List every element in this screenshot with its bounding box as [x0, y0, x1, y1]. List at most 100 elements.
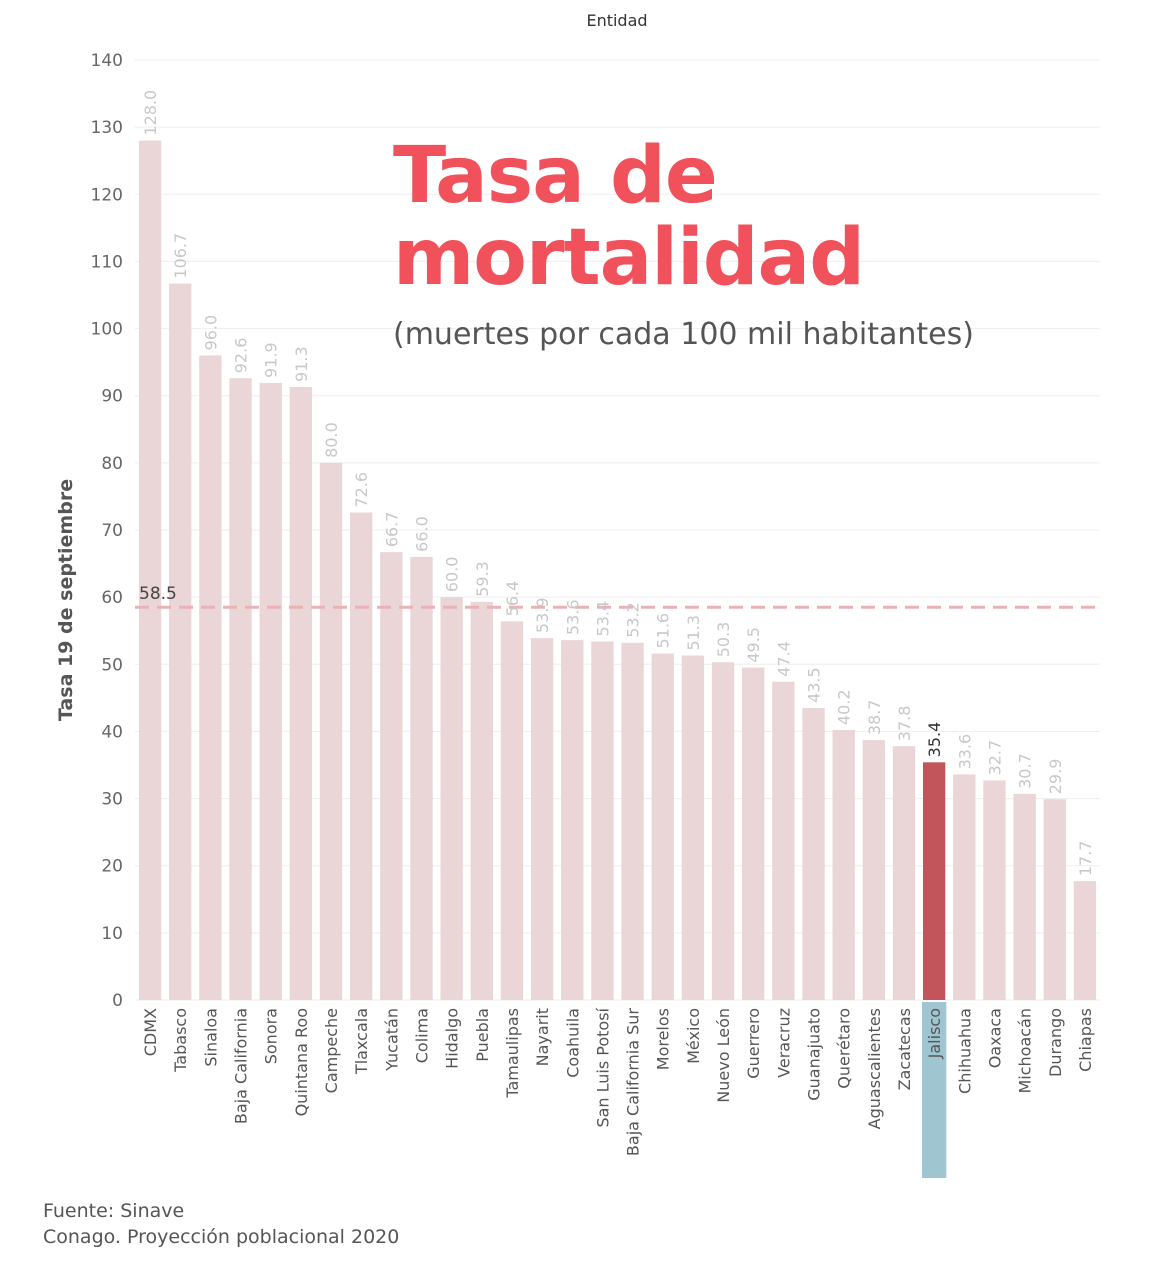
bar-san-luis-potosí [591, 641, 614, 1000]
bar-durango [1043, 799, 1066, 1000]
value-label: 33.6 [955, 734, 974, 770]
bar-hidalgo [440, 597, 463, 1000]
x-tick-label: Tamaulipas [503, 1008, 522, 1099]
bar-guanajuato [802, 707, 825, 1000]
bar-veracruz [772, 681, 795, 1000]
value-label: 106.7 [171, 233, 190, 279]
y-tick-label: 80 [101, 454, 123, 474]
title-line-1: Tasa de [393, 131, 718, 221]
bars [138, 140, 1097, 1178]
value-label: 32.7 [985, 740, 1004, 776]
x-tick-label: Hidalgo [443, 1008, 462, 1069]
value-label: 47.4 [774, 641, 793, 677]
value-label: 91.9 [262, 342, 281, 378]
value-label: 53.2 [624, 602, 643, 638]
x-tick-label: Jalisco [925, 1008, 944, 1059]
bar-querétaro [832, 730, 855, 1000]
x-tick-label: Campeche [322, 1008, 341, 1093]
bar-chihuahua [953, 774, 976, 1000]
value-label: 53.4 [593, 601, 612, 637]
subtitle: (muertes por cada 100 mil habitantes) [393, 317, 974, 352]
y-axis-ticks: 0 10 20 30 40 50 60 70 80 90 100 110 120 130 140 [91, 51, 123, 1011]
x-tick-label: Baja California Sur [624, 1008, 643, 1156]
bar-oaxaca [983, 780, 1006, 1000]
bar-yucatán [380, 552, 403, 1000]
x-tick-label: Tabasco [171, 1008, 190, 1073]
y-tick-label: 50 [101, 655, 123, 675]
value-label: 37.8 [895, 706, 914, 742]
bar-michoacán [1013, 793, 1036, 1000]
reference-line: 58.5 [135, 584, 1100, 609]
bar-morelos [651, 653, 674, 1000]
value-label: 80.0 [322, 422, 341, 458]
x-tick-label: CDMX [141, 1008, 160, 1056]
x-tick-label: Puebla [473, 1008, 492, 1062]
value-label: 72.6 [352, 472, 371, 508]
value-label: 40.2 [835, 689, 854, 725]
value-label: 51.3 [684, 615, 703, 651]
value-label: 53.6 [563, 599, 582, 635]
average-line-label: 58.5 [139, 584, 177, 604]
bar-baja-california-sur [621, 642, 644, 1000]
x-tick-label: Guanajuato [805, 1008, 824, 1101]
y-tick-label: 100 [91, 320, 123, 340]
bar-zacatecas [892, 746, 916, 1000]
bar-aguascalientes [862, 740, 885, 1000]
bar-sonora [259, 382, 282, 1000]
x-tick-label: Durango [1046, 1008, 1065, 1077]
value-label: 60.0 [443, 557, 462, 593]
bar-quintana-roo [289, 386, 313, 1000]
bar-guerrero [742, 667, 765, 1000]
y-tick-label: 0 [112, 991, 123, 1011]
bar-jalisco [922, 762, 946, 1000]
x-tick-label: Veracruz [774, 1008, 793, 1078]
bar-campeche [319, 462, 343, 1000]
value-label: 29.9 [1046, 759, 1065, 795]
bar-méxico [681, 655, 705, 1000]
x-tick-label: Coahuila [563, 1008, 582, 1078]
value-label: 66.0 [412, 516, 431, 552]
value-label: 128.0 [141, 90, 160, 136]
x-tick-label: Nayarit [533, 1008, 552, 1066]
y-tick-label: 30 [101, 790, 123, 810]
value-label: 56.4 [503, 581, 522, 617]
highlight-label-background [921, 1002, 947, 1178]
title-line-2: mortalidad [393, 213, 865, 303]
x-tick-label: Tlaxcala [352, 1008, 371, 1075]
value-label: 53.9 [533, 597, 552, 633]
value-label: 59.3 [473, 561, 492, 597]
value-label: 17.7 [1076, 841, 1095, 877]
x-tick-label: Zacatecas [895, 1008, 914, 1090]
x-tick-label: Quintana Roo [292, 1008, 311, 1116]
bar-sinaloa [199, 355, 222, 1000]
x-tick-label: Chihuahua [955, 1008, 974, 1094]
value-label: 30.7 [1016, 753, 1035, 789]
value-label: 96.0 [201, 315, 220, 351]
x-tick-label: Yucatán [382, 1008, 401, 1072]
y-tick-label: 60 [101, 588, 123, 608]
x-tick-label: Querétaro [835, 1008, 854, 1089]
x-tick-label: Baja California [232, 1008, 251, 1124]
value-label: 38.7 [865, 700, 884, 736]
y-tick-label: 70 [101, 521, 123, 541]
x-tick-label: Guerrero [744, 1008, 763, 1079]
x-tick-label: Chiapas [1076, 1008, 1095, 1072]
source-note: Fuente: Sinave Conago. Proyección poblac… [43, 1198, 399, 1250]
bar-cdmx [138, 140, 162, 1001]
value-label: 50.3 [714, 622, 733, 658]
x-tick-label: Aguascalientes [865, 1008, 884, 1129]
bar-tamaulipas [500, 621, 524, 1000]
bar-tlaxcala [350, 512, 373, 1000]
bar-chiapas [1073, 881, 1097, 1000]
y-tick-label: 20 [101, 857, 123, 877]
y-tick-label: 110 [91, 252, 123, 272]
x-axis-labels: CDMX Tabasco Sinaloa Baja California Sonora Q… [141, 1007, 1095, 1156]
x-tick-label: San Luis Potosí [593, 1007, 612, 1127]
y-tick-label: 10 [101, 924, 123, 944]
y-tick-label: 120 [91, 185, 123, 205]
source-line-2: Conago. Proyección poblacional 2020 [43, 1226, 400, 1248]
x-tick-label: México [684, 1008, 703, 1064]
bar-puebla [470, 601, 493, 1000]
x-tick-label: Sonora [262, 1008, 281, 1064]
